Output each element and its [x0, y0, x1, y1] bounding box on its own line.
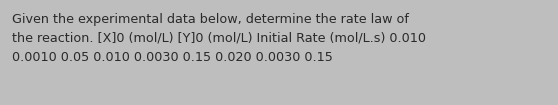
Text: Given the experimental data below, determine the rate law of
the reaction. [X]0 : Given the experimental data below, deter… — [12, 13, 426, 64]
